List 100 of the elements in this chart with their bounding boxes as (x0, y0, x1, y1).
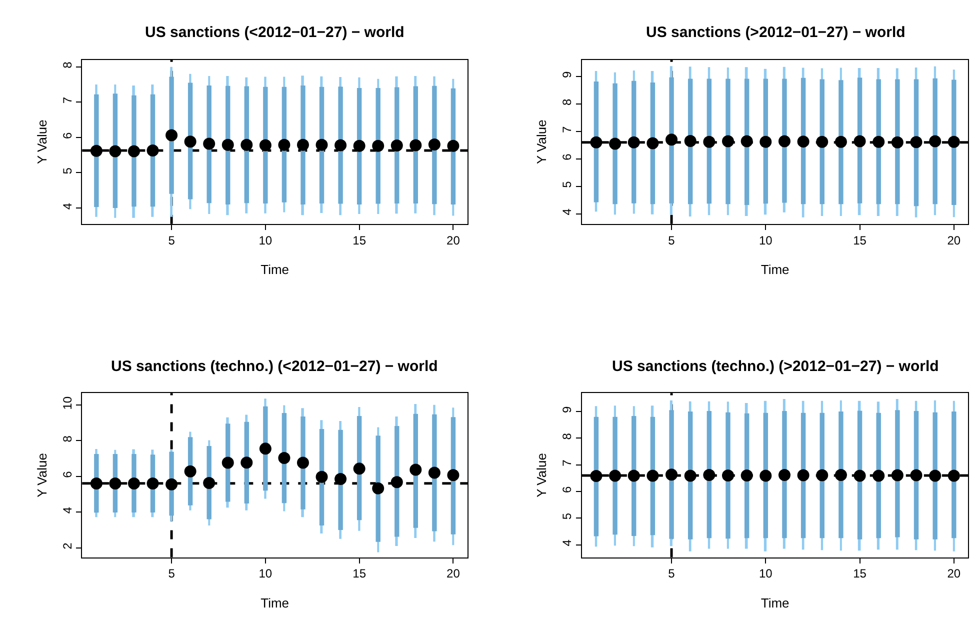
x-axis-title: Time (760, 262, 790, 277)
bar (782, 78, 787, 203)
bar (432, 414, 437, 532)
y-tick-label: 7 (560, 126, 574, 133)
y-tick-label: 10 (60, 396, 74, 410)
y-tick-label: 9 (560, 406, 574, 414)
x-tick-label: 5 (168, 566, 176, 581)
bar (338, 86, 343, 204)
y-tick-label: 9 (560, 71, 574, 78)
bar (300, 86, 306, 205)
point (410, 464, 422, 476)
x-tick-label: 5 (168, 233, 176, 248)
x-tick-label: 10 (258, 566, 272, 581)
point (447, 469, 460, 482)
point (278, 138, 290, 151)
point (222, 456, 234, 469)
y-tick-label: 2 (60, 542, 74, 550)
point (259, 442, 272, 455)
x-tick-label: 15 (352, 233, 366, 248)
point (428, 466, 440, 479)
chart-title: US sanctions (<2012−01−27) − world (145, 24, 404, 41)
point (128, 478, 140, 490)
point (390, 140, 403, 152)
point (428, 138, 440, 150)
point (353, 462, 366, 475)
bar (669, 77, 674, 204)
x-tick-label: 15 (853, 233, 867, 248)
bar (838, 412, 844, 538)
point (316, 138, 328, 151)
y-tick-label: 8 (60, 435, 74, 442)
x-tick-label: 5 (668, 233, 676, 248)
y-tick-label: 7 (60, 96, 74, 104)
x-tick-label: 20 (947, 566, 961, 581)
point (259, 139, 272, 152)
point (222, 138, 234, 151)
point (372, 482, 384, 494)
point (90, 478, 102, 490)
bar (726, 78, 730, 204)
point (109, 478, 122, 490)
bar (895, 410, 900, 538)
point (166, 129, 178, 142)
x-tick-label: 20 (446, 233, 460, 248)
point (146, 144, 159, 156)
y-tick-label: 6 (560, 153, 574, 160)
bar (726, 412, 730, 539)
point (278, 452, 290, 464)
point (203, 476, 216, 489)
chart-title: US sanctions (>2012−01−27) − world (646, 24, 906, 41)
y-tick-label: 7 (560, 459, 574, 466)
point (90, 144, 102, 157)
x-tick-label: 20 (947, 233, 961, 248)
y-tick-label: 5 (60, 167, 74, 174)
point (166, 478, 178, 490)
point (240, 456, 253, 469)
x-tick-label: 10 (258, 233, 272, 248)
bar (132, 95, 136, 207)
point (146, 478, 159, 490)
bar (895, 79, 900, 204)
y-axis-title: Y Value (534, 120, 550, 164)
point (109, 145, 122, 158)
x-axis-title: Time (260, 595, 290, 610)
y-axis-title: Y Value (34, 453, 50, 498)
bar (952, 80, 956, 205)
bar (669, 410, 674, 539)
bar (782, 410, 787, 538)
chart-title: US sanctions (techno.) (>2012−01−27) − world (612, 358, 939, 375)
y-tick-label: 6 (60, 132, 74, 139)
point (390, 476, 403, 488)
y-tick-label: 6 (560, 486, 574, 494)
x-tick-label: 15 (352, 566, 366, 581)
y-tick-label: 8 (560, 98, 574, 106)
x-tick-label: 15 (853, 566, 867, 581)
point (372, 140, 384, 152)
x-axis-title: Time (260, 262, 290, 277)
x-tick-label: 5 (668, 566, 676, 581)
x-axis-title: Time (760, 595, 790, 610)
y-tick-label: 4 (60, 506, 74, 514)
x-tick-label: 20 (446, 566, 460, 581)
point (240, 138, 253, 151)
bar (612, 416, 618, 535)
bar (932, 412, 938, 540)
y-tick-label: 5 (560, 180, 574, 188)
y-axis-title: Y Value (534, 453, 550, 498)
y-tick-label: 6 (60, 470, 74, 478)
y-tick-label: 8 (560, 432, 574, 440)
bar (612, 83, 618, 204)
point (447, 140, 460, 152)
point (334, 473, 347, 486)
point (353, 140, 366, 152)
y-tick-label: 4 (560, 208, 574, 216)
point (203, 138, 216, 150)
point (184, 136, 196, 148)
y-tick-label: 5 (560, 512, 574, 520)
point (410, 139, 422, 152)
point (334, 139, 347, 152)
y-tick-label: 8 (60, 61, 74, 68)
bar (432, 86, 437, 204)
bar (263, 86, 268, 204)
point (184, 465, 196, 478)
y-tick-label: 4 (60, 202, 74, 210)
